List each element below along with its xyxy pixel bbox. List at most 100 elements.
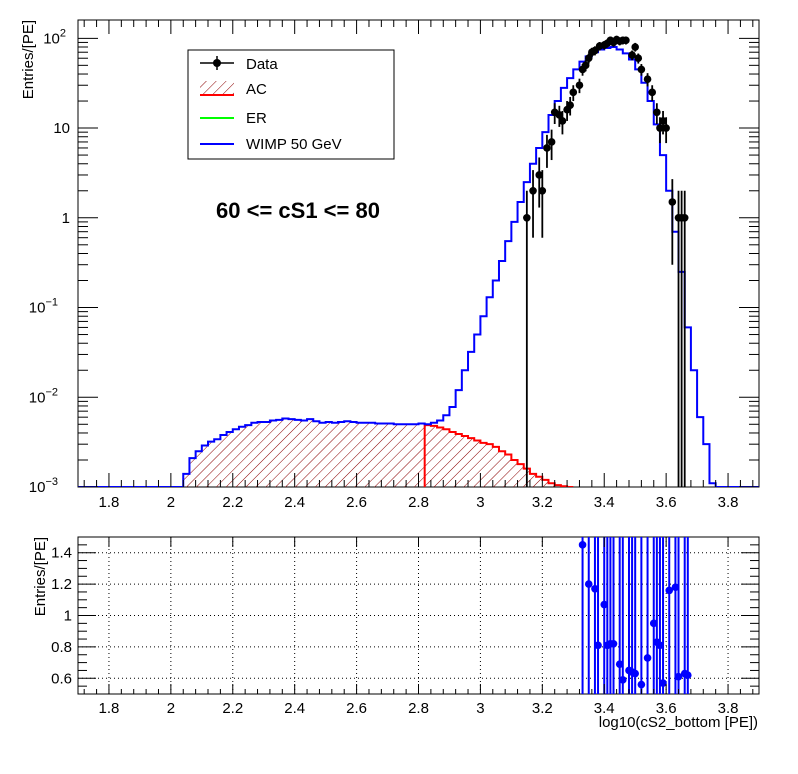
ratio-point [659, 679, 667, 687]
data-point [659, 117, 667, 125]
ratio-point [619, 676, 627, 684]
data-point [538, 186, 547, 195]
ratio-point [637, 680, 646, 689]
bottom-plot-marks [578, 537, 692, 694]
top-x-tick-label: 3.8 [718, 494, 739, 511]
data-point [523, 213, 531, 222]
data-point [591, 46, 599, 55]
bottom-grid [78, 537, 759, 694]
top-x-tick-label: 2.4 [284, 494, 305, 511]
data-point [584, 54, 593, 63]
data-point [569, 88, 578, 97]
bottom-axes: 1.8 2 2.2 2.4 2.6 2.8 3 3.2 3.4 3.6 3.8 0.6 0.8 1 1.2 1… [51, 537, 759, 717]
data-point [575, 81, 584, 90]
legend-ac-swatch [200, 81, 234, 95]
top-y-axis-label: Entries/[PE] [20, 20, 37, 99]
bottom-x-tick-label: 2.4 [284, 700, 305, 717]
data-point [643, 75, 652, 84]
ratio-point [578, 541, 587, 549]
legend-box [187, 49, 395, 160]
data-point [581, 61, 590, 70]
top-x-tick-label: 2.2 [222, 494, 243, 511]
legend: Data AC ER WIMP 50 GeV [187, 49, 395, 160]
bottom-y-tick-label: 1.2 [51, 576, 72, 593]
bottom-y-tick-label: 0.8 [51, 639, 72, 656]
ratio-point [671, 583, 680, 592]
top-x-tick-label: 2.6 [346, 494, 367, 511]
ac-hatched-fill [183, 418, 574, 487]
ratio-point [674, 672, 683, 681]
top-x-tick-label: 3 [476, 494, 484, 511]
bottom-y-tick-label: 0.6 [51, 670, 72, 687]
bottom-panel: 1.8 2 2.2 2.4 2.6 2.8 3 3.2 3.4 3.6 3.8 0.6 0.8 1 1.2 1… [32, 536, 760, 731]
legend-label-wimp: WIMP 50 GeV [246, 136, 342, 153]
top-y-tick-label: 10 [53, 120, 70, 137]
cut-annotation: 60 <= cS1 <= 80 [216, 198, 380, 223]
legend-entry-er: ER [200, 110, 267, 127]
bottom-x-tick-label: 3.2 [532, 700, 553, 717]
bottom-x-tick-label: 1.8 [99, 700, 120, 717]
wimp-step-line [78, 46, 759, 487]
top-x-tick-label: 3.2 [532, 494, 553, 511]
legend-data-marker [213, 59, 221, 67]
legend-label-data: Data [246, 56, 278, 73]
bottom-x-tick-label: 2.8 [408, 700, 429, 717]
top-plot-marks [78, 35, 759, 487]
ratio-point [649, 619, 658, 628]
data-point [547, 138, 556, 146]
data-point [668, 198, 677, 206]
bottom-y-tick-label: 1.4 [51, 545, 72, 562]
top-y-tick-label: 102 [43, 27, 66, 47]
ratio-point [594, 641, 602, 650]
top-x-tick-label: 3.6 [656, 494, 677, 511]
data-point [653, 108, 661, 117]
ratio-point [615, 660, 624, 668]
legend-label-ac: AC [246, 81, 267, 98]
top-y-tick-label: 1 [62, 210, 70, 227]
ac-step-line [423, 424, 574, 487]
legend-entry-wimp: WIMP 50 GeV [200, 136, 342, 153]
bottom-x-tick-label: 3.8 [718, 700, 739, 717]
bottom-x-tick-label: 3.6 [656, 700, 677, 717]
top-plot-frame [77, 19, 760, 488]
data-point [631, 43, 639, 51]
ratio-point [684, 671, 692, 679]
legend-entry-data: Data [200, 56, 278, 73]
bottom-x-tick-label: 2.2 [222, 700, 243, 717]
data-point [543, 144, 551, 152]
data-point [634, 54, 643, 63]
data-point [637, 65, 646, 74]
bottom-x-tick-label: 2.6 [346, 700, 367, 717]
data-point [555, 111, 564, 119]
bottom-x-tick-label: 3 [476, 700, 484, 717]
ratio-point [591, 585, 599, 593]
data-point [529, 186, 537, 195]
data-point [656, 124, 664, 132]
bottom-x-tick-label: 3.4 [594, 700, 615, 717]
legend-entry-ac: AC [200, 81, 267, 98]
data-point [622, 36, 630, 45]
top-x-tick-label: 1.8 [99, 494, 120, 511]
ratio-point [656, 641, 664, 650]
ratio-point [631, 669, 639, 678]
bottom-y-tick-label: 1 [64, 608, 72, 625]
data-point [680, 213, 689, 222]
data-point [535, 171, 544, 179]
data-point [558, 117, 567, 125]
data-point [566, 101, 574, 109]
bottom-y-axis-label: Entries/[PE] [32, 537, 49, 616]
top-y-tick-label: 10−3 [29, 476, 58, 496]
top-y-tick-label: 10−2 [29, 386, 58, 406]
legend-label-er: ER [246, 110, 267, 127]
data-point [628, 51, 636, 59]
ratio-point [609, 639, 618, 648]
ratio-point [600, 600, 609, 609]
ratio-point [643, 654, 652, 662]
top-x-tick-label: 2.8 [408, 494, 429, 511]
data-point [648, 88, 657, 97]
ratio-point [665, 586, 674, 595]
data-point [662, 124, 670, 132]
top-axes: 1.8 2 2.2 2.4 2.6 2.8 3 3.2 3.4 3.6 3.8 10−3 10−2 10−… [29, 20, 759, 511]
bottom-x-axis-label: log10(cS2_bottom [PE]) [599, 714, 758, 731]
